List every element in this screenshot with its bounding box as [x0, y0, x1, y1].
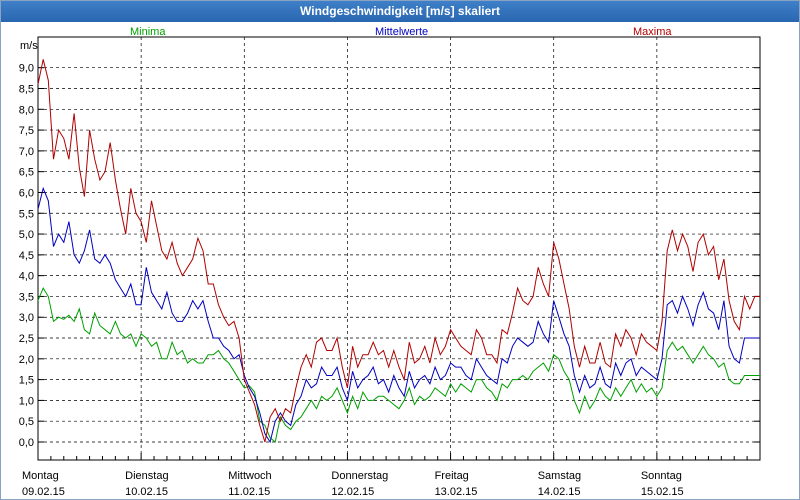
- x-tick-date: 12.02.15: [331, 486, 374, 498]
- x-tick-day: Donnerstag: [331, 470, 388, 482]
- x-tick-date: 14.02.15: [538, 486, 581, 498]
- legend-mittelwerte: Mittelwerte: [375, 26, 428, 38]
- series-line-mittelwerte: [37, 186, 760, 444]
- y-axis-label: m/s: [20, 40, 38, 52]
- y-tick-label: 5,5: [19, 208, 34, 220]
- x-tick-day: Sonntag: [641, 470, 682, 482]
- series-lines: [37, 59, 760, 444]
- y-tick-label: 2,5: [19, 333, 34, 345]
- x-tick-day: Freitag: [435, 470, 469, 482]
- y-tick-label: 8,5: [19, 83, 34, 95]
- y-tick-label: 9,0: [19, 63, 34, 75]
- plot-area: [37, 36, 761, 461]
- legend-minima: Minima: [130, 26, 166, 38]
- x-tick-day: Dienstag: [125, 470, 168, 482]
- y-tick-label: 1,0: [19, 395, 34, 407]
- chart-title: Windgeschwindigkeit [m/s] skaliert: [1, 1, 799, 22]
- y-tick-label: 3,5: [19, 291, 34, 303]
- x-tick-date: 11.02.15: [228, 486, 270, 498]
- y-tick-label: 6,0: [19, 187, 34, 199]
- x-tick-date: 09.02.15: [22, 486, 65, 498]
- y-tick-label: 7,0: [19, 146, 34, 158]
- x-tick-day: Samstag: [538, 470, 581, 482]
- y-tick-label: 3,0: [19, 312, 34, 324]
- grid-lines: [38, 37, 760, 460]
- x-tick-date: 10.02.15: [125, 486, 168, 498]
- y-tick-label: 2,0: [19, 354, 34, 366]
- x-tick-day: Montag: [22, 470, 59, 482]
- x-tick-date: 15.02.15: [641, 486, 684, 498]
- y-axis: 0,0 0,5 1,0 1,5 2,0 2,5 3,0 3,5 4,0 4,5 5,0 5,5 6,0 6…: [19, 63, 760, 449]
- x-tick-day: Mittwoch: [228, 470, 271, 482]
- legend-maxima: Maxima: [633, 26, 672, 38]
- x-axis: Montag 09.02.15 Dienstag 10.02.15 Mittwoch 11…: [22, 453, 748, 498]
- y-tick-label: 4,5: [19, 250, 34, 262]
- y-tick-label: 5,0: [19, 229, 34, 241]
- y-tick-label: 8,0: [19, 104, 34, 116]
- y-tick-label: 7,5: [19, 125, 34, 137]
- y-tick-label: 1,5: [19, 375, 34, 387]
- y-tick-label: 4,0: [19, 271, 34, 283]
- series-line-maxima: [37, 59, 760, 443]
- x-tick-date: 13.02.15: [435, 486, 478, 498]
- y-tick-label: 0,5: [19, 416, 34, 428]
- y-tick-label: 0,0: [19, 437, 34, 449]
- series-line-minima: [37, 287, 760, 443]
- y-tick-label: 6,5: [19, 167, 34, 179]
